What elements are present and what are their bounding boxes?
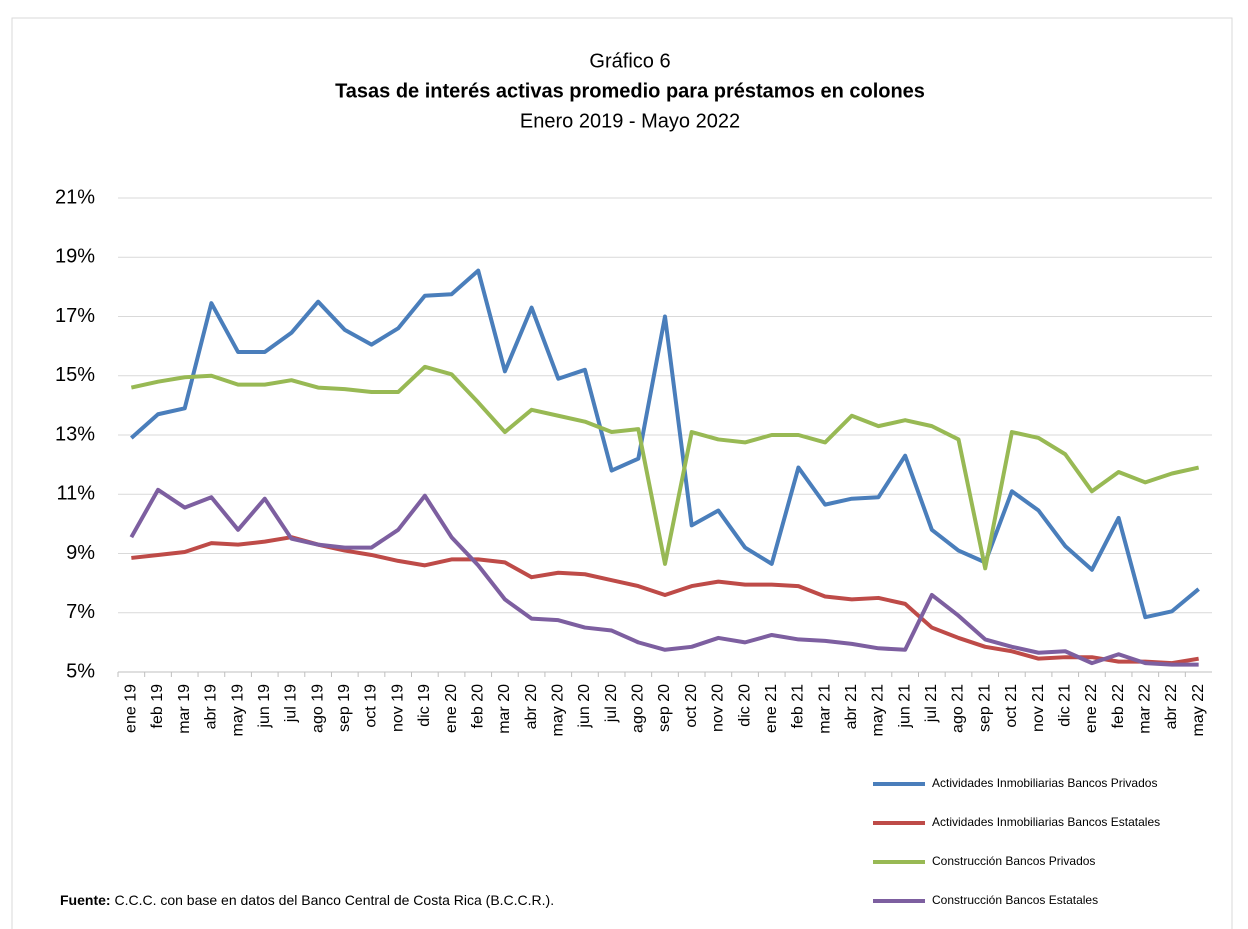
x-tick-label: mar 19	[176, 684, 193, 734]
x-tick-label: feb 22	[1110, 684, 1127, 729]
source-label: Fuente:	[60, 892, 111, 908]
x-tick-label: ene 21	[763, 684, 780, 733]
y-tick-label: 19%	[55, 246, 95, 268]
x-tick-label: feb 20	[469, 684, 486, 729]
x-tick-label: jun 20	[576, 684, 593, 729]
x-tick-label: nov 20	[710, 684, 727, 732]
series-line	[130, 268, 1200, 620]
x-tick-label: mar 20	[496, 684, 513, 734]
x-tick-label: abr 22	[1163, 684, 1180, 729]
x-tick-label: feb 19	[149, 684, 166, 729]
x-tick-label: nov 21	[1030, 684, 1047, 732]
source-text: C.C.C. con base en datos del Banco Centr…	[114, 892, 554, 908]
x-tick-label: may 22	[1190, 684, 1207, 737]
x-tick-label: abr 20	[523, 684, 540, 729]
x-tick-label: jul 21	[923, 684, 940, 723]
x-tick-label: mar 22	[1137, 684, 1154, 734]
legend-label: Construcción Bancos Privados	[932, 854, 1095, 868]
x-tick-label: oct 20	[683, 684, 700, 728]
x-tick-label: feb 21	[790, 684, 807, 729]
x-tick-label: nov 19	[389, 684, 406, 732]
series-line	[129, 487, 1199, 667]
chart-subtitle: Tasas de interés activas promedio para p…	[335, 80, 925, 102]
y-tick-label: 13%	[55, 423, 95, 445]
x-tick-label: jun 21	[896, 684, 913, 729]
y-tick-label: 11%	[56, 483, 95, 505]
x-tick-label: sep 21	[976, 684, 993, 732]
x-tick-label: jul 20	[603, 684, 620, 723]
x-tick-label: ene 22	[1083, 684, 1100, 733]
x-tick-label: ago 19	[309, 684, 326, 733]
y-tick-label: 9%	[66, 542, 95, 564]
x-tick-label: oct 19	[363, 684, 380, 728]
y-tick-label: 7%	[66, 601, 95, 623]
x-tick-label: dic 21	[1056, 684, 1073, 727]
x-tick-label: may 20	[549, 684, 566, 737]
x-tick-label: oct 21	[1003, 684, 1020, 728]
y-tick-label: 15%	[55, 364, 95, 386]
y-tick-label: 17%	[55, 305, 95, 327]
x-tick-label: mar 21	[816, 684, 833, 734]
y-tick-label: 21%	[55, 186, 95, 208]
legend-label: Actividades Inmobiliarias Bancos Estatal…	[932, 815, 1160, 829]
x-tick-label: jul 19	[283, 684, 300, 723]
x-tick-label: may 21	[870, 684, 887, 737]
chart-title: Gráfico 6	[589, 50, 670, 72]
x-tick-label: may 19	[229, 684, 246, 737]
x-tick-label: jun 19	[256, 684, 273, 729]
legend-label: Actividades Inmobiliarias Bancos Privado…	[932, 776, 1157, 790]
chart-period: Enero 2019 - Mayo 2022	[520, 110, 740, 132]
x-tick-label: ene 20	[443, 684, 460, 733]
x-tick-label: sep 19	[336, 684, 353, 732]
series-line	[130, 364, 1200, 571]
source: Fuente: C.C.C. con base en datos del Ban…	[60, 892, 554, 908]
x-tick-label: ago 21	[950, 684, 967, 733]
y-tick-label: 5%	[66, 660, 95, 682]
x-tick-label: ene 19	[123, 684, 140, 733]
x-tick-label: sep 20	[656, 684, 673, 732]
chart-frame	[11, 17, 1233, 929]
x-tick-label: abr 21	[843, 684, 860, 729]
x-tick-label: abr 19	[203, 684, 220, 729]
legend-label: Construcción Bancos Estatales	[932, 893, 1098, 907]
x-tick-label: dic 19	[416, 684, 433, 727]
x-tick-label: ago 20	[630, 684, 647, 733]
x-tick-label: dic 20	[736, 684, 753, 727]
